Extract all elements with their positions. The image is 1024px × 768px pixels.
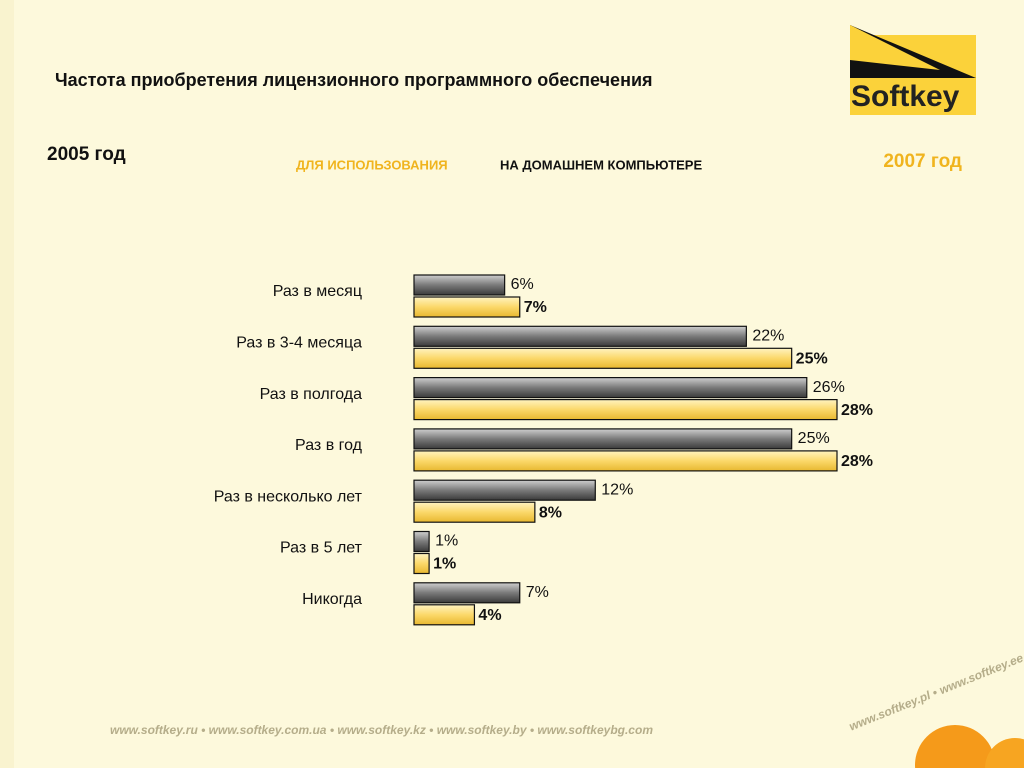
subtitle: НА ДОМАШНЕМ КОМПЬЮТЕРЕ — [500, 157, 702, 172]
footer-link: www.softkey.ru — [110, 723, 198, 737]
bar — [413, 377, 808, 399]
bar — [413, 604, 476, 626]
category-label: Раз в несколько лет — [214, 488, 363, 505]
oranges — [915, 725, 1024, 768]
value-label: 1% — [433, 556, 456, 573]
value-label: 28% — [841, 453, 873, 470]
value-label: 7% — [524, 299, 547, 316]
category-label: Раз в месяц — [273, 283, 362, 300]
footer-links: www.softkey.ru • www.softkey.com.ua • ww… — [110, 723, 653, 737]
subtitle-highlight: ДЛЯ ИСПОЛЬЗОВАНИЯ — [296, 157, 448, 172]
category-label: Раз в 5 лет — [280, 540, 363, 557]
title: Частота приобретения лицензионного прогр… — [55, 70, 653, 90]
value-label: 22% — [752, 328, 784, 345]
footer-link: www.softkey.by — [437, 723, 528, 737]
separator-dot: • — [326, 723, 337, 737]
chart: Раз в месяц 6% 7% Раз в 3-4 месяца 22% 25% Раз… — [214, 274, 873, 626]
bar — [413, 501, 536, 523]
separator-dot: • — [527, 723, 538, 737]
logo-text: Softkey — [851, 80, 960, 113]
legend-label: 2005 год — [47, 144, 126, 165]
bar — [413, 450, 838, 472]
separator-dot: • — [927, 684, 942, 701]
value-label: 28% — [841, 402, 873, 419]
value-label: 12% — [601, 481, 633, 498]
footer-link: www.softkey.kz — [337, 723, 425, 737]
bar — [413, 582, 521, 604]
logo: Softkey — [850, 25, 976, 115]
legend-label: 2007 год — [883, 151, 962, 172]
category-label: Никогда — [302, 591, 362, 608]
value-label: 4% — [478, 607, 501, 624]
category-label: Раз в год — [295, 437, 363, 454]
bar — [413, 274, 506, 296]
value-label: 6% — [511, 276, 534, 293]
value-label: 8% — [539, 504, 562, 521]
separator-dot: • — [426, 723, 437, 737]
value-label: 25% — [796, 351, 828, 368]
category-label: Раз в полгода — [260, 386, 363, 403]
bar — [413, 530, 430, 553]
footer-link: www.softkeybg.com — [537, 723, 653, 737]
orange — [985, 738, 1024, 768]
bar — [413, 399, 838, 421]
bar — [413, 479, 596, 501]
footer-link: www.softkey.com.ua — [209, 723, 327, 737]
bar — [413, 296, 521, 318]
category-label: Раз в 3-4 месяца — [236, 335, 362, 352]
value-label: 25% — [798, 430, 830, 447]
bar — [413, 325, 747, 347]
orange — [915, 725, 995, 768]
value-label: 26% — [813, 379, 845, 396]
value-label: 7% — [526, 584, 549, 601]
bar — [413, 347, 793, 369]
bar — [413, 428, 793, 450]
separator-dot: • — [198, 723, 209, 737]
bar — [413, 552, 430, 575]
left-strip — [0, 0, 14, 768]
logo-shape — [850, 25, 940, 70]
value-label: 1% — [435, 533, 458, 550]
logo-shape — [850, 25, 976, 78]
